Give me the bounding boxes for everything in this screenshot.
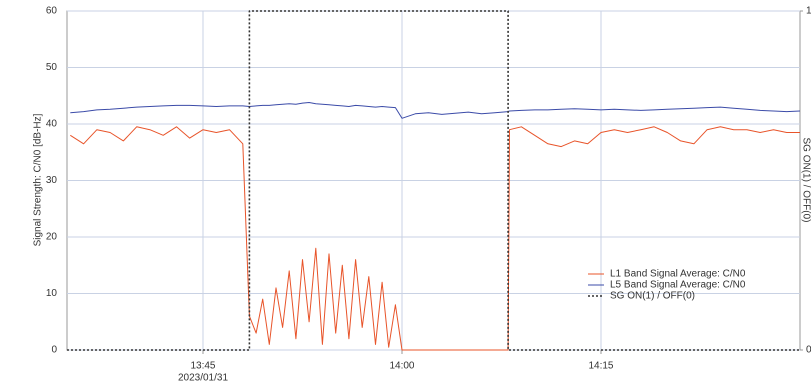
x-tick-label: 13:45 bbox=[190, 361, 215, 372]
y-tick-label: 50 bbox=[46, 62, 58, 73]
y-tick-label: 10 bbox=[46, 288, 58, 299]
y-tick-label: 30 bbox=[46, 175, 58, 186]
legend-label: L1 Band Signal Average: C/N0 bbox=[610, 269, 746, 280]
y-tick-label: 60 bbox=[46, 6, 58, 17]
y-tick-label: 20 bbox=[46, 232, 58, 243]
x-tick-label: 14:15 bbox=[588, 361, 613, 372]
y2-tick-label: 0 bbox=[806, 345, 811, 356]
x-date-label: 2023/01/31 bbox=[178, 373, 228, 383]
legend-label: L5 Band Signal Average: C/N0 bbox=[610, 280, 746, 291]
y2-tick-label: 1 bbox=[806, 6, 811, 17]
y-tick-label: 40 bbox=[46, 119, 58, 130]
y-axis-label: Signal Strength: C/N0 [dB-Hz] bbox=[33, 113, 44, 246]
sg-line bbox=[67, 10, 800, 351]
y2-axis-label: SG ON(1) / OFF(0) bbox=[800, 138, 811, 223]
legend-label: SG ON(1) / OFF(0) bbox=[610, 291, 695, 302]
x-tick-label: 14:00 bbox=[389, 361, 414, 372]
series-line bbox=[70, 126, 800, 351]
series-line bbox=[70, 102, 801, 119]
y-tick-label: 0 bbox=[51, 345, 57, 356]
